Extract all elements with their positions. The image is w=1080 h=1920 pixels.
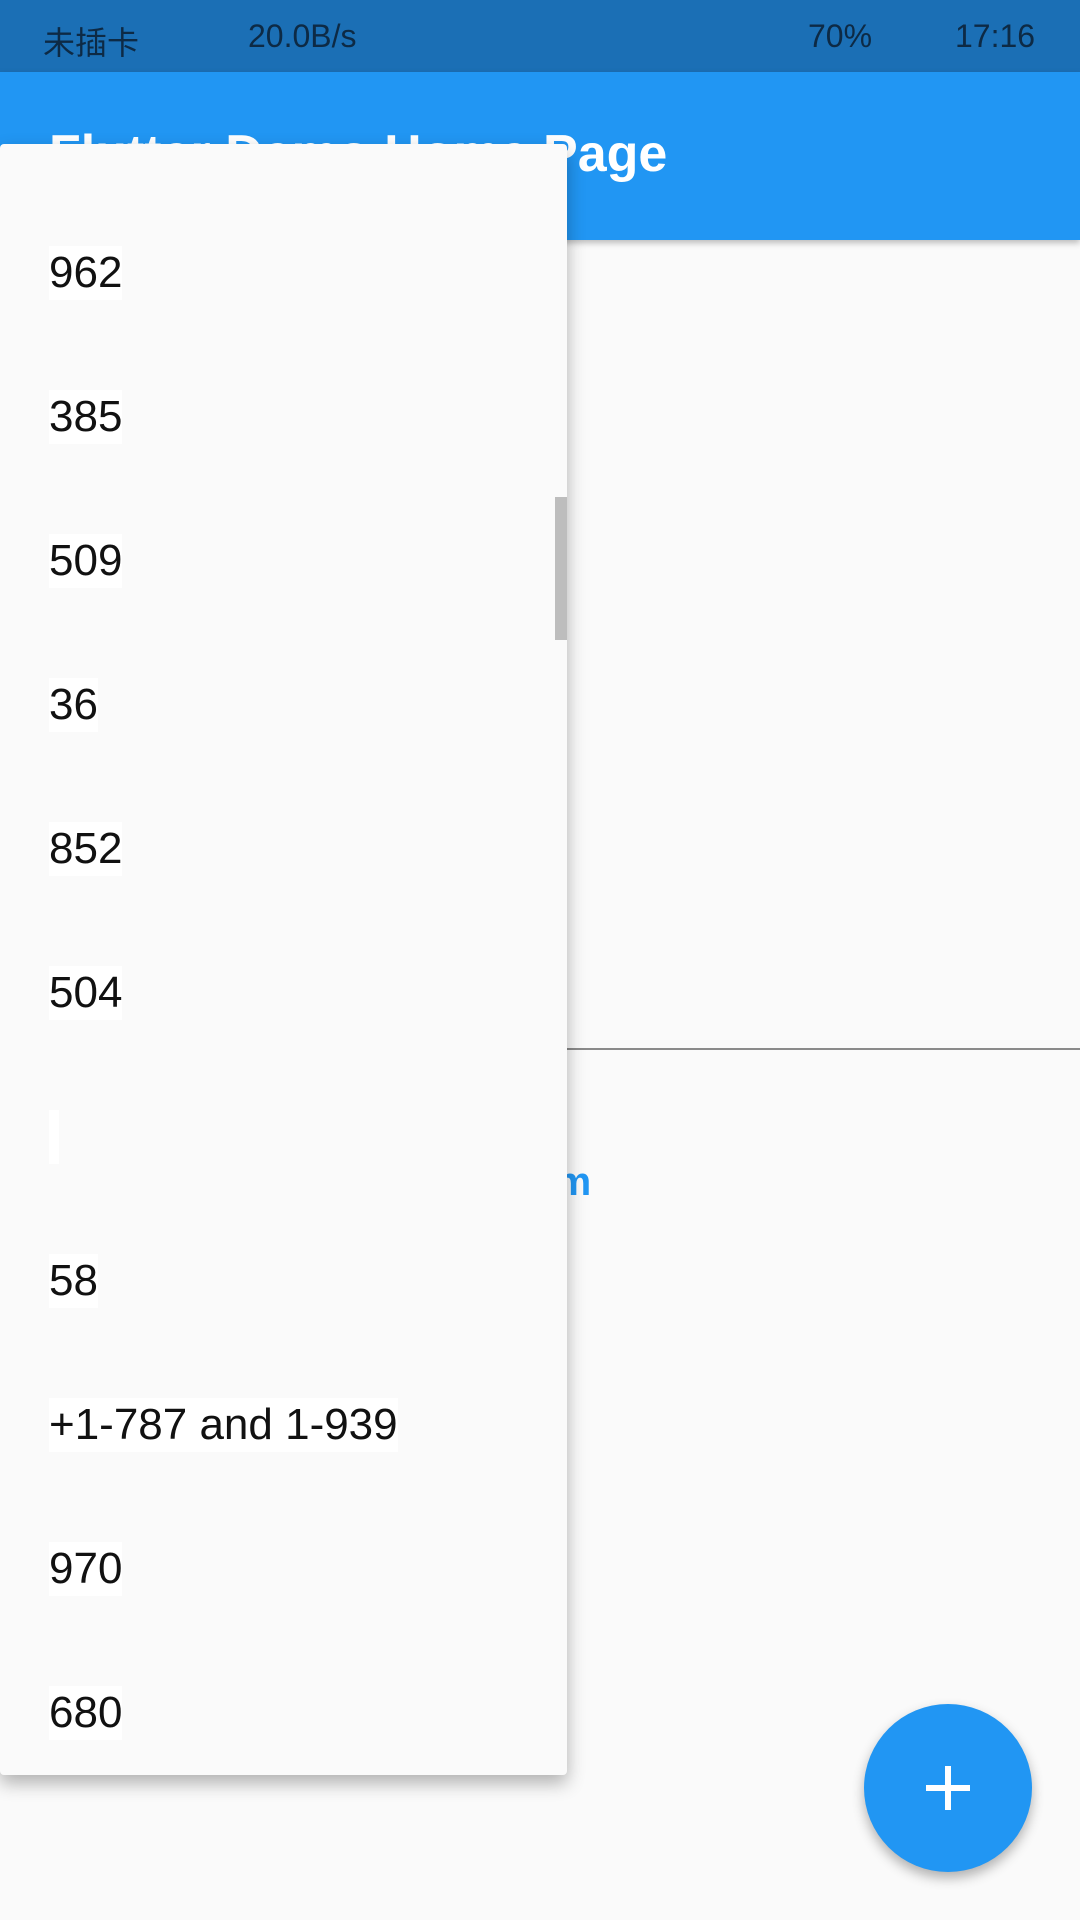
dropdown-menu: 962 385 509 36 852 504 58 +1-787 and 1-939 970 68…	[0, 144, 567, 1775]
net-speed: 20.0B/s	[248, 18, 357, 54]
plus-icon	[926, 1766, 970, 1810]
menu-item[interactable]: 385	[49, 390, 123, 444]
menu-item[interactable]: 504	[49, 966, 123, 1020]
menu-item[interactable]: 680	[49, 1686, 123, 1740]
scrollbar	[555, 497, 567, 640]
menu-item[interactable]: 852	[49, 822, 123, 876]
battery-level: 70%	[808, 18, 873, 54]
menu-item[interactable]: 970	[49, 1542, 123, 1596]
menu-item[interactable]: 509	[49, 534, 123, 588]
menu-item[interactable]: 36	[49, 678, 98, 732]
fab[interactable]	[864, 1704, 1032, 1872]
menu-item[interactable]: +1-787 and 1-939	[49, 1398, 398, 1452]
menu-item-empty[interactable]	[49, 1110, 59, 1164]
carrier: 未插卡	[43, 25, 140, 61]
status-bar: 未插卡 20.0B/s 70% 17:16	[0, 0, 1080, 72]
clock: 17:16	[955, 18, 1036, 54]
menu-item[interactable]: 962	[49, 246, 123, 300]
divider	[567, 1048, 1080, 1050]
menu-item[interactable]: 58	[49, 1254, 98, 1308]
